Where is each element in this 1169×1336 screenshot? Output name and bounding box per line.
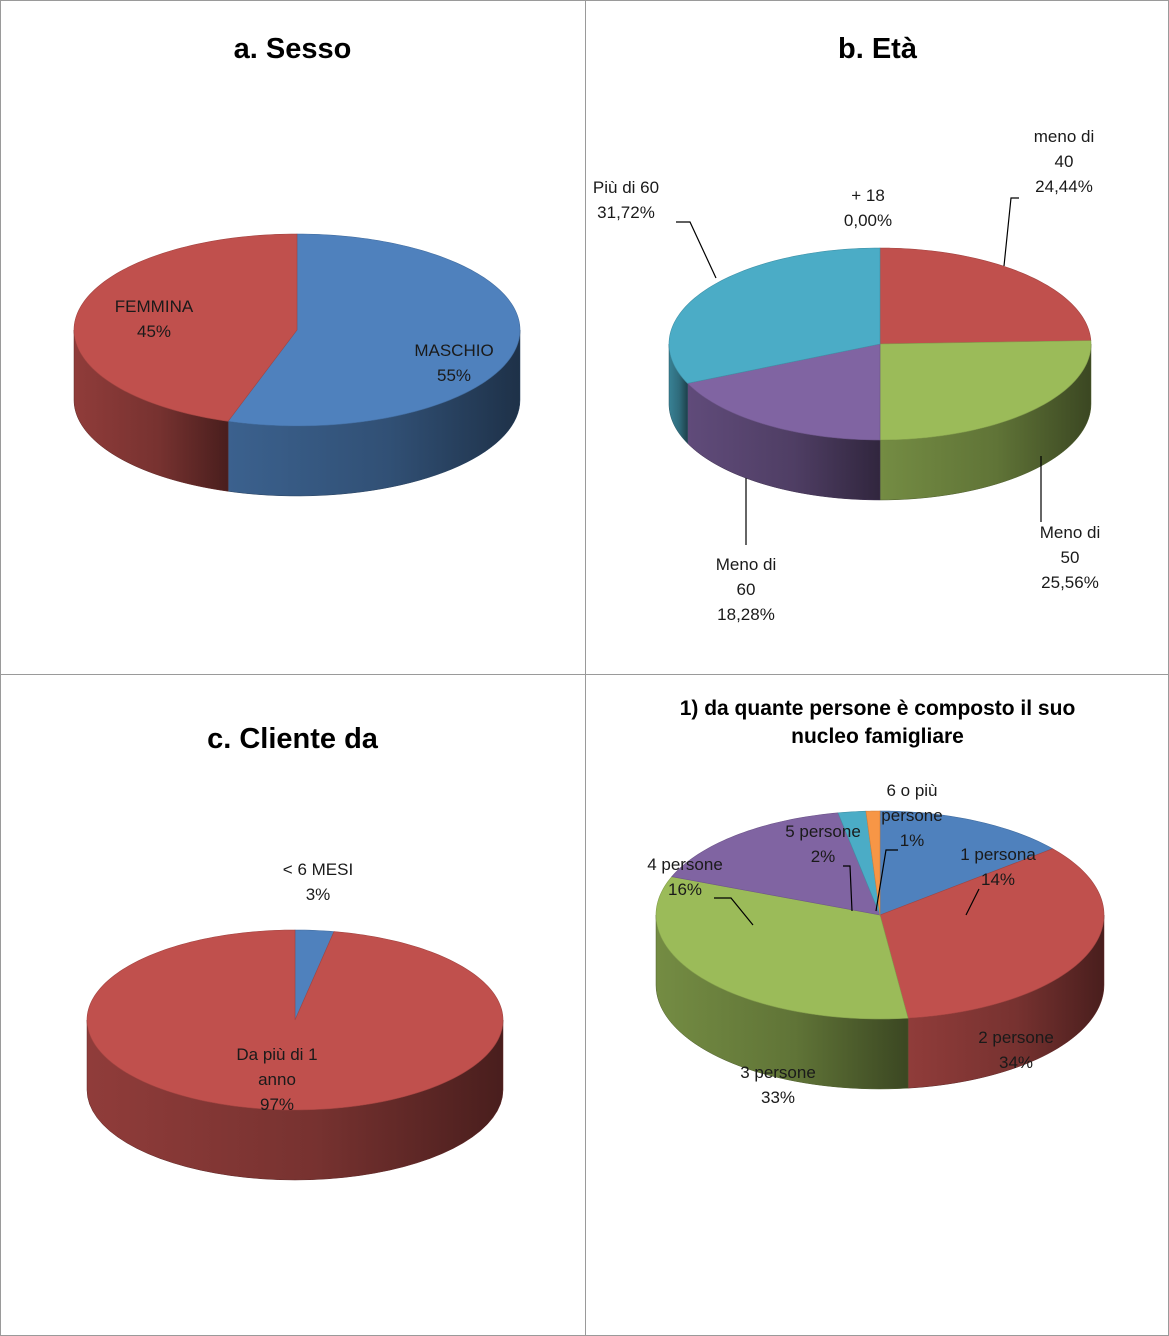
- pie-slice-4-persone: [671, 812, 881, 916]
- pie-chart-nucleo-famigliare: 1) da quante persone è composto il suo nu…: [647, 697, 1105, 1107]
- chart-panel-sesso: a. Sesso MASCHIO 55% FEMMINA 45%: [0, 0, 585, 674]
- chart-panel-eta: b. Età + 18 0,00% meno di 40 24,44% Meno di 50 2…: [586, 0, 1169, 674]
- pie-slice-femmina: [73, 233, 298, 422]
- pie-chart-eta: b. Età + 18 0,00% meno di 40 24,44% Meno di 50 2…: [593, 33, 1100, 624]
- data-label-da-pi-di-1-anno: Da più di 1 anno 97%: [236, 1045, 317, 1114]
- chart-title-line-1: 1) da quante persone è composto il suo: [680, 697, 1076, 720]
- pie-slice-meno-di-60: [686, 343, 881, 441]
- pie-slice-meno-di-40: [879, 247, 1092, 345]
- pie-slice-3-persone: [655, 876, 909, 1020]
- leader-line-1-persona: [965, 888, 980, 916]
- pie-chart-cliente-da: c. Cliente da < 6 MESI 3% Da più di 1 anno 97…: [86, 723, 504, 1181]
- leader-line-meno-di-40: [1003, 197, 1019, 267]
- pie-slice-meno-di-50: [879, 340, 1092, 441]
- leader-line-pi-di-60: [676, 221, 717, 279]
- pie-slice-pi-di-60: [668, 247, 881, 384]
- pie-chart-sesso: a. Sesso MASCHIO 55% FEMMINA 45%: [73, 33, 521, 497]
- pie-slice-da-pi-di-1-anno: [86, 929, 504, 1111]
- chart-title-line-2: nucleo famigliare: [791, 725, 964, 748]
- chart-title: a. Sesso: [234, 33, 352, 65]
- data-label-4-persone: 4 persone 16%: [647, 855, 723, 899]
- pie-top-group: [86, 929, 504, 1111]
- data-label-5-persone: 5 persone 2%: [785, 822, 861, 866]
- data-label-18: + 18 0,00%: [844, 186, 892, 230]
- pie-top-group: [73, 233, 521, 427]
- chart-title: c. Cliente da: [207, 723, 379, 755]
- pie-slice-1-persona: [879, 810, 1054, 916]
- chart-title: b. Età: [838, 33, 918, 65]
- data-label-2-persone: 2 persone 34%: [978, 1028, 1054, 1072]
- data-label-maschio: MASCHIO 55%: [414, 341, 493, 385]
- leader-line-5-persone: [843, 865, 853, 912]
- data-label-meno-di-50: Meno di 50 25,56%: [1040, 523, 1100, 592]
- data-label-1-persona: 1 persona 14%: [960, 845, 1036, 889]
- data-label-pi-di-60: Più di 60 31,72%: [593, 178, 659, 222]
- data-label-6-mesi: < 6 MESI 3%: [283, 860, 353, 904]
- pie-top-group: [668, 247, 1092, 441]
- pie-slice-2-persone: [879, 848, 1105, 1019]
- pie-slice-5-persone: [837, 810, 881, 916]
- data-label-3-persone: 3 persone 33%: [740, 1063, 816, 1107]
- pie-slice-6-o-pi-persone: [865, 810, 881, 916]
- leader-line-4-persone: [714, 897, 754, 926]
- pie-top-group: [655, 810, 1105, 1020]
- data-label-meno-di-60: Meno di 60 18,28%: [716, 555, 776, 624]
- leader-line-6-o-pi-persone: [875, 849, 898, 912]
- chart-panel-nucleo-famigliare: 1) da quante persone è composto il suo nu…: [586, 675, 1169, 1335]
- chart-panel-cliente-da: c. Cliente da < 6 MESI 3% Da più di 1 anno 97…: [0, 675, 585, 1335]
- data-label-femmina: FEMMINA 45%: [115, 297, 194, 341]
- data-label-6-o-pi-persone: 6 o più persone 1%: [881, 781, 942, 850]
- data-label-meno-di-40: meno di 40 24,44%: [1034, 127, 1094, 196]
- pie-slice-maschio: [227, 233, 521, 427]
